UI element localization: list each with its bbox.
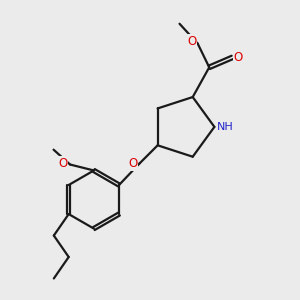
- Text: O: O: [128, 157, 137, 170]
- Text: O: O: [187, 35, 196, 48]
- Text: NH: NH: [217, 122, 233, 132]
- Text: O: O: [234, 51, 243, 64]
- Text: O: O: [58, 158, 68, 170]
